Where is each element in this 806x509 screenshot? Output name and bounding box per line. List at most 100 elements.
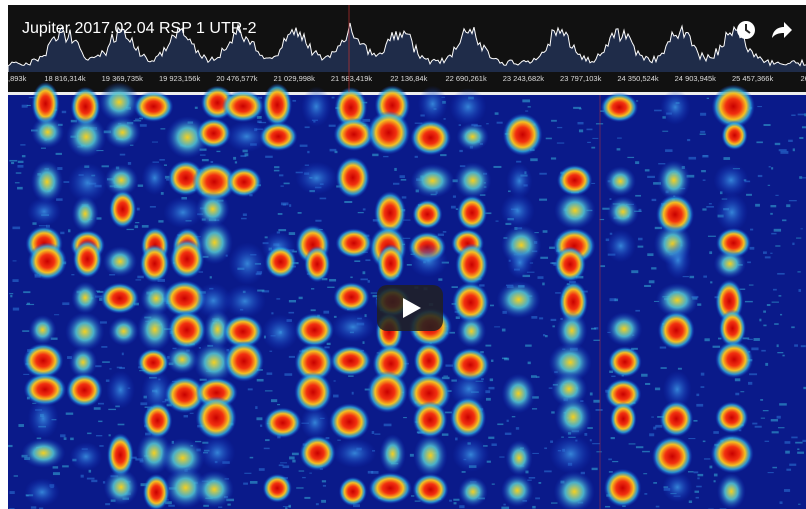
noise (656, 506, 660, 508)
noise (543, 230, 548, 233)
noise (750, 229, 753, 231)
noise (403, 417, 407, 418)
noise (645, 169, 650, 171)
noise (485, 345, 491, 347)
noise (9, 160, 17, 162)
noise (56, 153, 62, 155)
noise (271, 399, 277, 402)
noise (596, 451, 601, 452)
noise (256, 417, 262, 420)
noise (451, 206, 456, 209)
noise (330, 149, 337, 152)
signal-blob (413, 401, 448, 438)
noise (528, 106, 531, 107)
noise (592, 138, 598, 139)
signal-blob (660, 90, 690, 125)
noise (708, 236, 716, 237)
noise (651, 417, 654, 418)
noise (802, 177, 806, 178)
noise (12, 227, 20, 230)
signal-blob (331, 312, 374, 342)
noise (138, 184, 143, 186)
noise (280, 462, 287, 463)
signal-blob (607, 196, 639, 227)
noise (697, 477, 699, 479)
noise (244, 473, 251, 474)
noise (53, 472, 60, 475)
watch-later-button[interactable] (737, 21, 755, 39)
video-player[interactable]: ,893k18 816,314k19 369,735k19 923,156k20… (0, 0, 806, 509)
noise (784, 489, 790, 492)
noise (702, 155, 708, 158)
noise (785, 451, 790, 454)
noise (798, 504, 800, 505)
noise (723, 157, 730, 160)
noise (399, 175, 404, 178)
noise (109, 434, 111, 436)
signal-blob (259, 122, 297, 151)
signal-blob (265, 245, 297, 278)
signal-blob (652, 436, 693, 476)
noise (68, 229, 70, 232)
play-button[interactable] (377, 285, 443, 331)
noise (713, 346, 721, 348)
noise (459, 150, 462, 152)
noise (763, 311, 766, 313)
noise (653, 427, 656, 430)
signal-blob (300, 406, 329, 439)
signal-blob (264, 407, 302, 438)
noise (557, 127, 562, 128)
signal-blob (605, 166, 636, 196)
signal-blob (142, 161, 168, 195)
video-title[interactable]: Jupiter 2017.02.04 RSP 1 UTR-2 (22, 20, 257, 37)
noise (749, 373, 757, 375)
noise (16, 172, 22, 173)
noise (278, 213, 283, 215)
noise (402, 196, 407, 198)
noise (627, 157, 634, 158)
signal-blob (333, 282, 369, 312)
noise (27, 105, 31, 106)
noise (401, 179, 407, 181)
noise (704, 338, 709, 341)
noise (311, 309, 316, 311)
noise (701, 170, 706, 172)
frequency-label: 24 350,524k (617, 74, 659, 83)
noise (135, 119, 139, 121)
noise (641, 374, 647, 377)
noise (283, 465, 290, 468)
noise (799, 176, 802, 179)
noise (543, 334, 545, 336)
noise (591, 328, 596, 330)
noise (53, 466, 59, 468)
signal-blob (103, 246, 137, 277)
noise (507, 420, 509, 422)
noise (315, 220, 321, 222)
noise (740, 391, 744, 392)
noise (135, 222, 139, 223)
noise (142, 225, 149, 228)
noise (496, 221, 499, 222)
noise (323, 485, 326, 487)
noise (635, 195, 641, 197)
noise (98, 403, 104, 405)
noise (327, 287, 334, 288)
noise (755, 204, 760, 207)
page: ,893k18 816,314k19 369,735k19 923,156k20… (0, 0, 806, 509)
signal-blob (657, 160, 690, 200)
noise (289, 232, 295, 235)
noise (647, 176, 655, 178)
signal-blob (196, 221, 233, 265)
noise (696, 404, 703, 407)
noise (333, 395, 339, 398)
noise (529, 477, 535, 479)
noise (765, 363, 768, 366)
signal-blob (412, 199, 442, 229)
noise (584, 433, 587, 436)
noise (703, 179, 706, 180)
signal-blob (99, 82, 140, 122)
noise (764, 124, 771, 126)
noise (504, 358, 509, 361)
noise (298, 212, 302, 214)
signal-blob (554, 192, 595, 230)
